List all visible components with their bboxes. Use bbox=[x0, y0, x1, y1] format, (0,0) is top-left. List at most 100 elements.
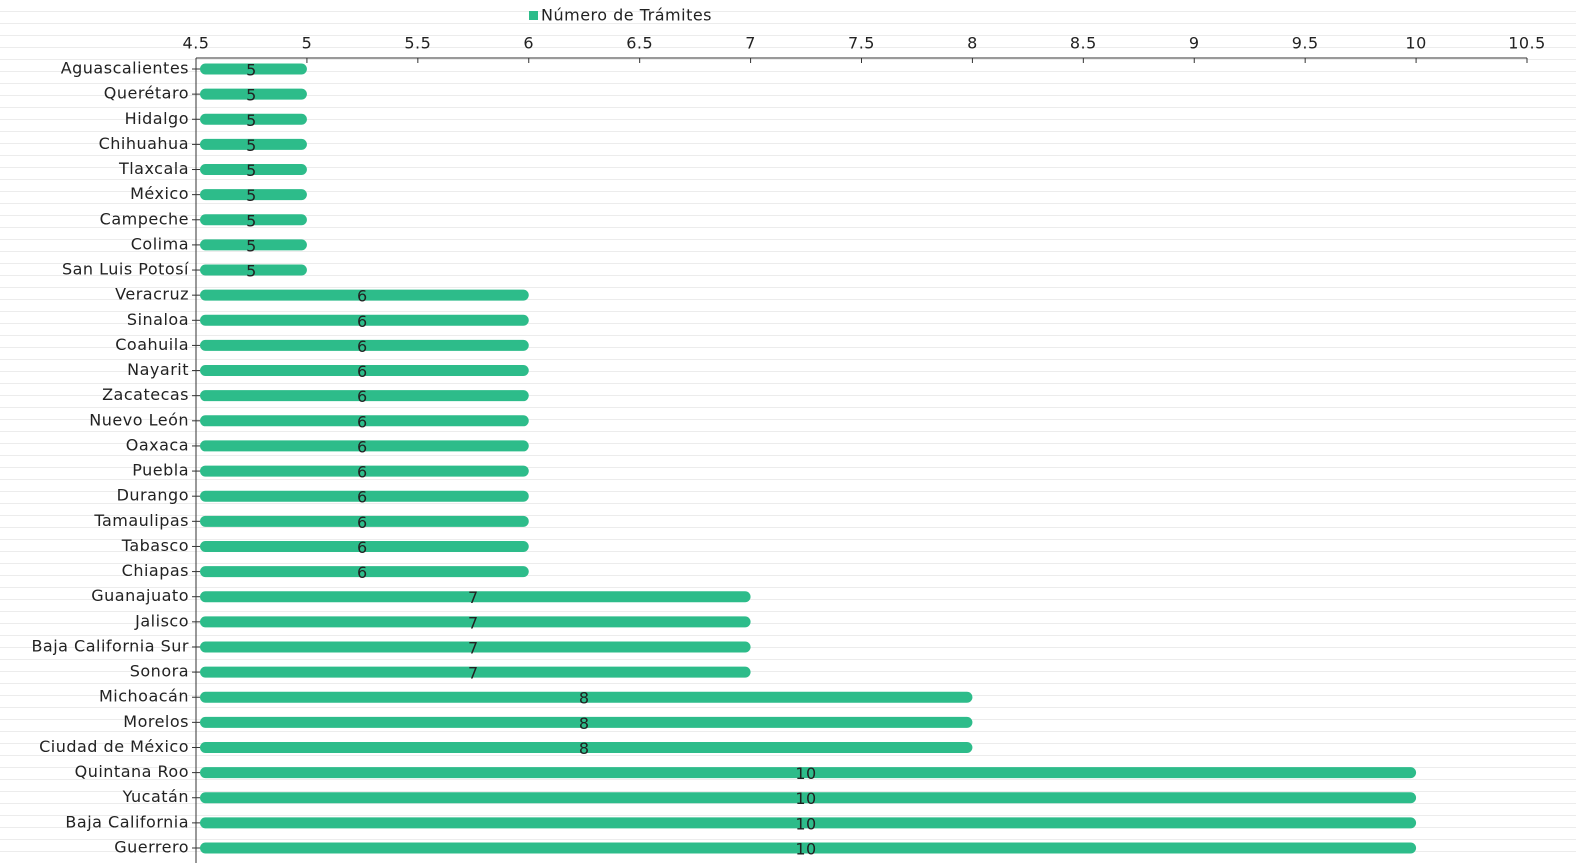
y-tick-label: Guerrero bbox=[114, 838, 189, 857]
bar bbox=[200, 616, 751, 628]
bar bbox=[200, 390, 529, 402]
bar bbox=[200, 314, 529, 326]
bar bbox=[200, 189, 307, 201]
y-tick-label: Chihuahua bbox=[99, 134, 189, 153]
value-label: 5 bbox=[246, 211, 257, 230]
value-label: 6 bbox=[357, 437, 368, 456]
x-tick-label: 5.5 bbox=[404, 34, 431, 53]
bar bbox=[200, 239, 307, 251]
x-tick-label: 9.5 bbox=[1292, 34, 1319, 53]
bar bbox=[200, 666, 751, 678]
value-label: 6 bbox=[357, 312, 368, 331]
bar bbox=[200, 490, 529, 502]
bar bbox=[200, 540, 529, 552]
bar bbox=[200, 716, 973, 728]
value-label: 5 bbox=[246, 111, 257, 130]
y-tick-label: Oaxaca bbox=[126, 435, 189, 454]
y-tick-label: Puebla bbox=[132, 461, 189, 480]
bar bbox=[200, 415, 529, 427]
value-label: 6 bbox=[357, 412, 368, 431]
x-tick-label: 7.5 bbox=[848, 34, 875, 53]
value-label: 10 bbox=[795, 764, 816, 783]
x-tick-label: 9 bbox=[1189, 34, 1200, 53]
value-label: 8 bbox=[579, 739, 590, 758]
value-label: 8 bbox=[579, 689, 590, 708]
bar bbox=[200, 792, 1417, 804]
bar bbox=[200, 289, 529, 301]
y-tick-label: Durango bbox=[117, 486, 189, 505]
bar bbox=[200, 641, 751, 653]
y-tick-label: Nuevo León bbox=[89, 410, 189, 429]
y-tick-label: Morelos bbox=[123, 712, 189, 731]
x-tick-label: 10.5 bbox=[1508, 34, 1546, 53]
y-tick-label: San Luis Potosí bbox=[62, 260, 189, 279]
value-label: 5 bbox=[246, 186, 257, 205]
y-tick-label: México bbox=[130, 184, 189, 203]
x-tick-label: 4.5 bbox=[183, 34, 210, 53]
legend-swatch bbox=[529, 11, 538, 20]
value-label: 6 bbox=[357, 337, 368, 356]
y-tick-label: Ciudad de México bbox=[39, 737, 189, 756]
value-label: 7 bbox=[468, 613, 479, 632]
y-tick-label: Baja California Sur bbox=[31, 636, 189, 655]
bar bbox=[200, 691, 973, 703]
y-tick-label: Tamaulipas bbox=[93, 511, 189, 530]
value-label: 5 bbox=[246, 136, 257, 155]
value-label: 6 bbox=[357, 563, 368, 582]
y-tick-label: Sonora bbox=[130, 662, 189, 681]
bar bbox=[200, 339, 529, 351]
bar bbox=[200, 88, 307, 100]
bar bbox=[200, 365, 529, 377]
bar bbox=[200, 591, 751, 603]
value-label: 8 bbox=[579, 714, 590, 733]
y-tick-label: Tabasco bbox=[121, 536, 189, 555]
bar bbox=[200, 138, 307, 150]
value-label: 7 bbox=[468, 588, 479, 607]
value-label: 10 bbox=[795, 840, 816, 859]
y-tick-label: Coahuila bbox=[115, 335, 189, 354]
value-label: 7 bbox=[468, 664, 479, 683]
value-label: 6 bbox=[357, 387, 368, 406]
bar bbox=[200, 440, 529, 452]
bar bbox=[200, 63, 307, 75]
y-tick-label: Zacatecas bbox=[102, 385, 189, 404]
value-label: 7 bbox=[468, 638, 479, 657]
bar bbox=[200, 465, 529, 477]
y-tick-label: Querétaro bbox=[104, 84, 189, 103]
legend-label: Número de Trámites bbox=[541, 6, 712, 25]
value-label: 5 bbox=[246, 262, 257, 281]
value-label: 10 bbox=[795, 789, 816, 808]
x-tick-label: 8 bbox=[967, 34, 978, 53]
x-tick-label: 8.5 bbox=[1070, 34, 1097, 53]
value-label: 6 bbox=[357, 463, 368, 482]
bar bbox=[200, 214, 307, 226]
value-label: 5 bbox=[246, 61, 257, 80]
y-tick-label: Guanajuato bbox=[91, 586, 189, 605]
x-tick-label: 6.5 bbox=[626, 34, 653, 53]
x-tick-label: 7 bbox=[745, 34, 756, 53]
y-tick-label: Hidalgo bbox=[125, 109, 189, 128]
x-tick-label: 6 bbox=[523, 34, 534, 53]
value-label: 5 bbox=[246, 161, 257, 180]
y-tick-label: Nayarit bbox=[127, 360, 189, 379]
value-label: 6 bbox=[357, 513, 368, 532]
y-tick-label: Jalisco bbox=[134, 611, 189, 630]
bar bbox=[200, 113, 307, 125]
y-tick-label: Tlaxcala bbox=[118, 159, 189, 178]
y-tick-label: Aguascalientes bbox=[61, 59, 189, 78]
y-tick-label: Yucatán bbox=[122, 787, 189, 806]
y-tick-label: Colima bbox=[131, 234, 189, 253]
y-tick-label: Baja California bbox=[65, 812, 189, 831]
bar bbox=[200, 566, 529, 578]
y-tick-label: Michoacán bbox=[99, 687, 189, 706]
bar bbox=[200, 767, 1417, 779]
y-tick-label: Quintana Roo bbox=[75, 762, 189, 781]
value-label: 6 bbox=[357, 287, 368, 306]
value-label: 6 bbox=[357, 488, 368, 507]
bar bbox=[200, 741, 973, 753]
bar bbox=[200, 264, 307, 276]
bar bbox=[200, 817, 1417, 829]
x-tick-label: 10 bbox=[1405, 34, 1426, 53]
y-tick-label: Veracruz bbox=[115, 285, 189, 304]
